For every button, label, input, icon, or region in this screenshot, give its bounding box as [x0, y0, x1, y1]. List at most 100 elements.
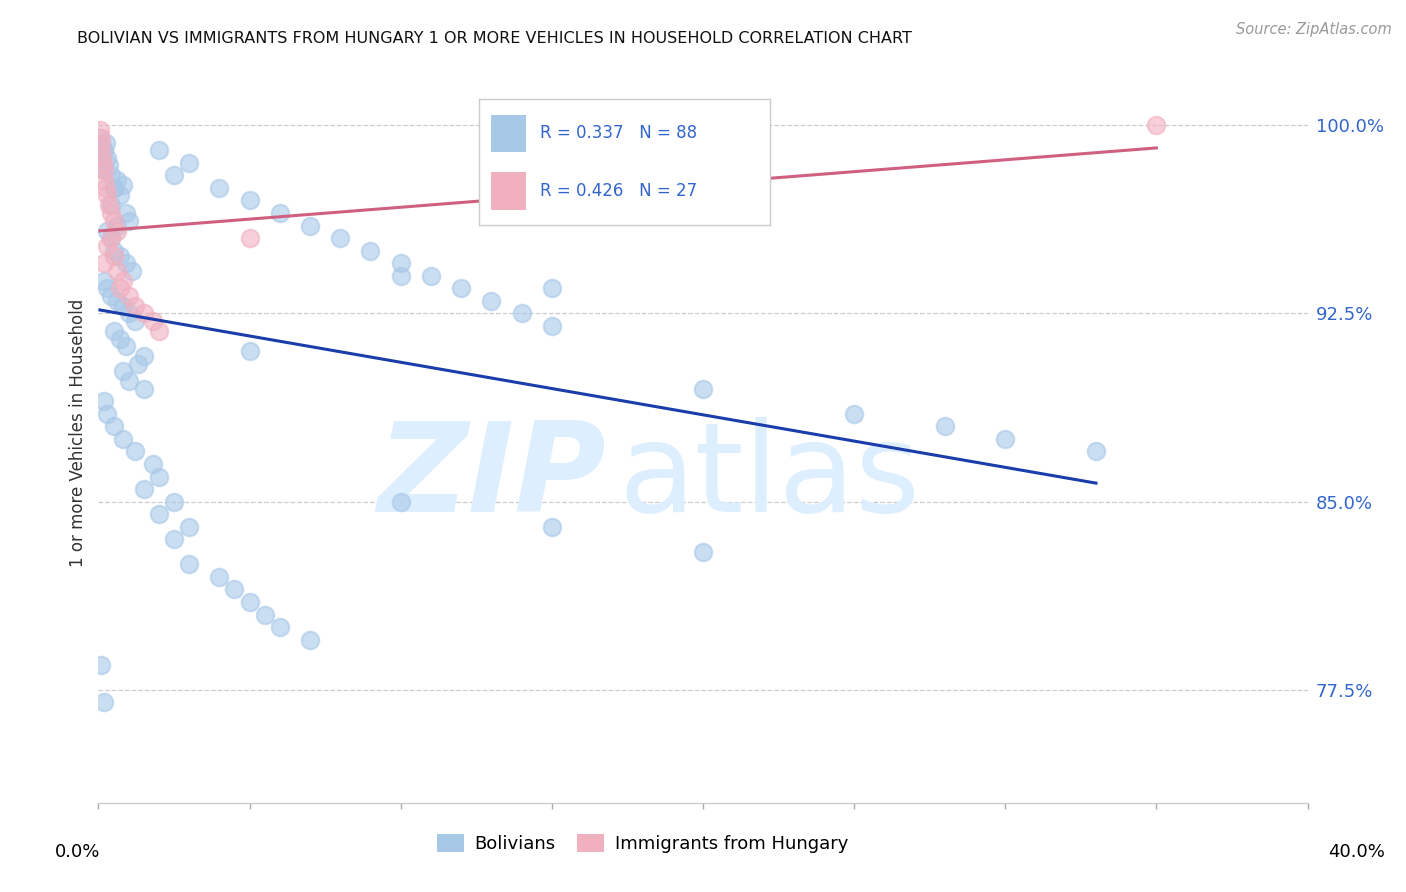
- Legend: Bolivians, Immigrants from Hungary: Bolivians, Immigrants from Hungary: [429, 827, 856, 861]
- Point: [93, 163, 115, 178]
- Point: [481, 293, 503, 308]
- Point: [90, 130, 112, 145]
- Point: [239, 344, 262, 359]
- Text: 0.0%: 0.0%: [55, 843, 100, 861]
- Point: [239, 231, 262, 245]
- Point: [299, 632, 322, 647]
- Point: [844, 407, 866, 421]
- Point: [208, 570, 231, 584]
- Point: [96, 151, 118, 165]
- Point: [132, 349, 155, 363]
- Point: [108, 331, 131, 345]
- Point: [111, 364, 134, 378]
- Point: [111, 274, 134, 288]
- Point: [91, 148, 114, 162]
- Point: [124, 299, 146, 313]
- Point: [98, 198, 121, 212]
- Point: [142, 314, 165, 328]
- Point: [329, 231, 352, 245]
- Point: [118, 374, 141, 388]
- Text: 40.0%: 40.0%: [1329, 843, 1385, 861]
- Point: [389, 494, 412, 508]
- Text: BOLIVIAN VS IMMIGRANTS FROM HUNGARY 1 OR MORE VEHICLES IN HOUSEHOLD CORRELATION : BOLIVIAN VS IMMIGRANTS FROM HUNGARY 1 OR…: [77, 31, 912, 46]
- Point: [103, 249, 125, 263]
- Point: [108, 188, 131, 202]
- Point: [121, 264, 143, 278]
- Point: [118, 213, 141, 227]
- Point: [96, 224, 118, 238]
- Point: [93, 163, 115, 178]
- Point: [540, 318, 562, 333]
- Point: [692, 545, 714, 559]
- Point: [111, 299, 134, 313]
- Point: [163, 169, 186, 183]
- Point: [994, 432, 1017, 446]
- Point: [360, 244, 382, 258]
- Point: [224, 582, 246, 597]
- Point: [540, 520, 562, 534]
- Point: [91, 156, 114, 170]
- Point: [94, 136, 117, 150]
- Point: [114, 339, 136, 353]
- Point: [148, 143, 170, 157]
- Point: [420, 268, 443, 283]
- Text: atlas: atlas: [619, 417, 921, 538]
- Point: [510, 306, 533, 320]
- Point: [105, 264, 128, 278]
- Point: [163, 494, 186, 508]
- Point: [124, 314, 146, 328]
- Point: [90, 657, 112, 672]
- Point: [163, 533, 186, 547]
- Point: [105, 293, 128, 308]
- Point: [269, 620, 291, 634]
- Point: [100, 206, 122, 220]
- Point: [124, 444, 146, 458]
- Text: ZIP: ZIP: [378, 417, 606, 538]
- Point: [93, 173, 115, 187]
- Point: [93, 274, 115, 288]
- Point: [389, 256, 412, 270]
- Point: [103, 244, 125, 258]
- Point: [108, 281, 131, 295]
- Point: [103, 324, 125, 338]
- Point: [108, 249, 131, 263]
- Point: [91, 156, 114, 170]
- Point: [179, 156, 201, 170]
- Point: [105, 219, 128, 233]
- Point: [98, 158, 121, 172]
- Point: [127, 357, 149, 371]
- Point: [1085, 444, 1108, 458]
- Point: [94, 181, 117, 195]
- Point: [111, 178, 134, 193]
- Point: [132, 306, 155, 320]
- Point: [540, 281, 562, 295]
- Point: [1146, 118, 1168, 132]
- Point: [269, 206, 291, 220]
- Y-axis label: 1 or more Vehicles in Household: 1 or more Vehicles in Household: [69, 299, 87, 566]
- Point: [148, 324, 170, 338]
- Point: [105, 224, 128, 238]
- Point: [89, 130, 111, 145]
- Point: [100, 198, 122, 212]
- Point: [148, 469, 170, 483]
- Point: [93, 695, 115, 709]
- Point: [142, 457, 165, 471]
- Point: [299, 219, 322, 233]
- Point: [114, 206, 136, 220]
- Point: [111, 432, 134, 446]
- Point: [389, 268, 412, 283]
- Point: [105, 173, 128, 187]
- Point: [103, 181, 125, 195]
- Point: [93, 143, 115, 157]
- Point: [132, 482, 155, 496]
- Point: [179, 558, 201, 572]
- Point: [91, 145, 114, 160]
- Point: [90, 143, 112, 157]
- Point: [96, 281, 118, 295]
- Point: [103, 213, 125, 227]
- Point: [114, 256, 136, 270]
- Point: [96, 188, 118, 202]
- Point: [253, 607, 276, 622]
- Point: [96, 238, 118, 252]
- Point: [118, 289, 141, 303]
